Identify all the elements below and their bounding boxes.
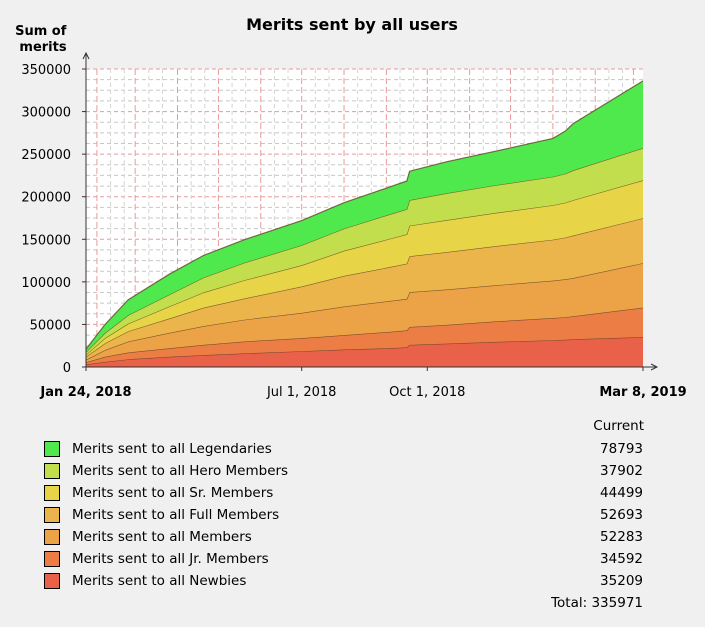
legend-label: Merits sent to all Sr. Members bbox=[72, 485, 274, 501]
y-tick-label: 200000 bbox=[21, 191, 71, 206]
legend-header: Current bbox=[593, 418, 644, 434]
legend-value: 52693 bbox=[600, 507, 643, 523]
area-series-7 bbox=[86, 80, 643, 353]
legend-value: 34592 bbox=[600, 551, 643, 567]
legend-label: Merits sent to all Jr. Members bbox=[72, 551, 269, 567]
x-tick-label: Oct 1, 2018 bbox=[389, 385, 465, 400]
series-line-7 bbox=[85, 80, 644, 350]
legend-item: Merits sent to all Members 52283 bbox=[44, 526, 644, 548]
chart: Merits sent by all users Sum of merits 0… bbox=[15, 15, 687, 400]
area-series-1 bbox=[86, 337, 643, 367]
axes bbox=[82, 51, 659, 371]
legend-swatch bbox=[44, 551, 60, 567]
legend-label: Merits sent to all Full Members bbox=[72, 507, 280, 523]
x-tick-label: Mar 8, 2019 bbox=[599, 385, 686, 400]
x-tick-label: Jul 1, 2018 bbox=[266, 385, 336, 400]
legend-swatch bbox=[44, 507, 60, 523]
x-tick-labels: Jan 24, 2018 Jul 1, 2018 Oct 1, 2018 Mar 8,… bbox=[39, 367, 687, 400]
legend-value: 35209 bbox=[600, 573, 643, 589]
y-axis-arrow bbox=[82, 51, 90, 60]
area-series-5 bbox=[86, 180, 643, 357]
y-axis-label-line1: Sum of bbox=[15, 24, 67, 39]
area-series-6 bbox=[86, 148, 643, 355]
legend-swatch bbox=[44, 529, 60, 545]
legend-swatch bbox=[44, 441, 60, 457]
legend-item: Merits sent to all Jr. Members 34592 bbox=[44, 548, 644, 570]
legend-total: Total: 335971 bbox=[551, 595, 643, 611]
legend: Current Merits sent to all Legendaries 78… bbox=[44, 418, 644, 614]
y-tick-label: 350000 bbox=[21, 63, 71, 78]
legend-label: Merits sent to all Legendaries bbox=[72, 441, 272, 457]
legend-swatch bbox=[44, 573, 60, 589]
y-axis-label-line2: merits bbox=[19, 40, 66, 55]
legend-value: 78793 bbox=[600, 441, 643, 457]
legend-rows: Merits sent to all Legendaries 78793 Merit… bbox=[44, 438, 644, 592]
area-series-3 bbox=[86, 263, 643, 363]
legend-value: 44499 bbox=[600, 485, 643, 501]
legend-item: Merits sent to all Sr. Members 44499 bbox=[44, 482, 644, 504]
legend-swatch bbox=[44, 485, 60, 501]
area-series-4 bbox=[86, 218, 643, 360]
area-series-2 bbox=[86, 307, 643, 365]
chart-title: Merits sent by all users bbox=[246, 15, 458, 34]
x-tick-label: Jan 24, 2018 bbox=[39, 385, 131, 400]
legend-label: Merits sent to all Members bbox=[72, 529, 252, 545]
y-tick-label: 300000 bbox=[21, 106, 71, 121]
x-axis-arrow bbox=[650, 363, 659, 371]
legend-label: Merits sent to all Hero Members bbox=[72, 463, 289, 479]
legend-item: Merits sent to all Newbies 35209 bbox=[44, 570, 644, 592]
y-tick-label: 50000 bbox=[30, 318, 71, 333]
legend-swatch bbox=[44, 463, 60, 479]
y-tick-labels: 0 50000 100000 150000 200000 250000 300000 3500… bbox=[21, 63, 86, 376]
legend-item: Merits sent to all Legendaries 78793 bbox=[44, 438, 644, 460]
legend-label: Merits sent to all Newbies bbox=[72, 573, 247, 589]
y-tick-label: 250000 bbox=[21, 148, 71, 163]
legend-item: Merits sent to all Hero Members 37902 bbox=[44, 460, 644, 482]
legend-value: 37902 bbox=[600, 463, 643, 479]
y-tick-label: 100000 bbox=[21, 276, 71, 291]
legend-value: 52283 bbox=[600, 529, 643, 545]
legend-item: Merits sent to all Full Members 52693 bbox=[44, 504, 644, 526]
stacked-areas bbox=[85, 80, 644, 367]
y-tick-label: 150000 bbox=[21, 233, 71, 248]
y-tick-label: 0 bbox=[63, 361, 71, 376]
y-axis-label: Sum of merits bbox=[15, 24, 71, 55]
